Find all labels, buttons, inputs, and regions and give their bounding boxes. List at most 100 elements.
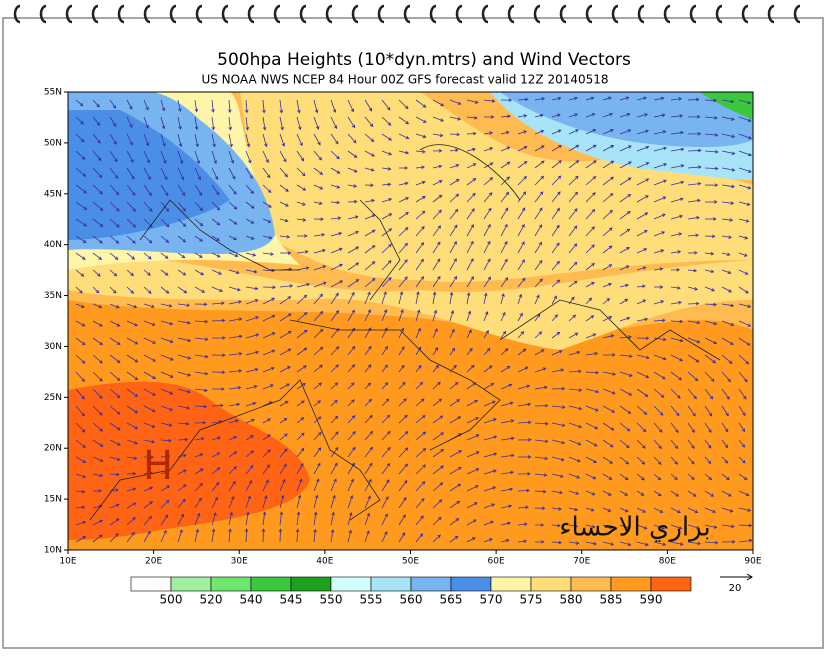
wind-vector <box>466 310 472 322</box>
wind-vector <box>347 215 359 220</box>
wind-vector <box>551 540 563 545</box>
wind-vector <box>109 518 120 526</box>
wind-vector <box>721 456 729 464</box>
ring <box>143 4 151 24</box>
ring <box>793 4 801 24</box>
wind-vector <box>738 371 748 383</box>
wind-vector <box>177 388 191 394</box>
wind-vector <box>211 353 226 357</box>
wind-vector <box>194 218 204 227</box>
wind-vector <box>381 260 392 271</box>
wind-vector <box>75 505 86 510</box>
wind-vector <box>92 167 103 179</box>
wind-vector <box>721 184 736 189</box>
wind-vector <box>75 422 86 433</box>
wind-vector <box>109 472 120 477</box>
wind-vector <box>75 150 86 160</box>
wind-vector <box>398 259 408 271</box>
wind-vector <box>704 116 718 120</box>
wind-vector <box>296 250 309 254</box>
wind-vector <box>228 201 238 210</box>
wind-vector <box>636 113 649 118</box>
wind-vector <box>398 166 409 170</box>
wind-vector <box>109 405 121 415</box>
wind-vector <box>245 511 250 526</box>
wind-vector <box>143 320 156 326</box>
wind-vector <box>670 405 680 417</box>
wind-vector <box>619 405 632 414</box>
wind-vector <box>211 467 221 475</box>
wind-vector <box>398 99 409 110</box>
wind-vector <box>296 494 302 509</box>
wind-vector <box>177 354 192 360</box>
wind-vector <box>636 524 648 530</box>
wind-vector <box>296 294 308 305</box>
wind-vector <box>143 167 151 181</box>
wind-vector <box>296 462 304 475</box>
wind-vector <box>160 405 174 411</box>
wind-vector <box>687 97 700 102</box>
wind-vector <box>313 478 320 492</box>
wind-vector <box>551 96 562 101</box>
wind-vector <box>194 371 209 376</box>
wind-vector <box>704 524 718 529</box>
wind-vector <box>517 241 525 254</box>
wind-vector <box>194 286 206 293</box>
wind-vector <box>483 486 497 492</box>
wind-vector <box>92 269 101 277</box>
wind-vector <box>432 258 441 271</box>
wind-vector <box>194 167 202 181</box>
wind-vector <box>449 310 455 322</box>
legend-label: 555 <box>360 593 383 607</box>
wind-vector <box>551 490 564 495</box>
wind-vector <box>211 528 216 543</box>
wind-vector <box>245 298 259 305</box>
wind-vector <box>245 133 251 148</box>
legend-swatch <box>410 576 452 592</box>
wind-vector <box>653 439 662 450</box>
wind-vector <box>704 337 718 345</box>
wind-vector <box>364 183 374 187</box>
wind-vector <box>262 167 271 179</box>
legend: 500 520 540 545 550 555 560 565 570 575 580 585 590 <box>130 576 692 607</box>
wind-vector <box>143 286 152 294</box>
lat-label: 25N <box>44 393 62 403</box>
wind-vector <box>262 285 276 290</box>
wind-vector <box>449 193 460 203</box>
wind-vector <box>738 422 746 433</box>
lon-label: 40E <box>316 557 333 567</box>
wind-vector <box>75 269 85 277</box>
wind-vector <box>415 241 425 254</box>
wind-vector <box>160 337 174 344</box>
wind-vector <box>109 533 119 543</box>
wind-vector <box>670 268 681 272</box>
wind-vector <box>704 422 712 433</box>
wind-vector <box>432 328 438 339</box>
wind-vector <box>177 235 187 243</box>
wind-vector <box>398 211 409 220</box>
map-area <box>68 92 753 550</box>
wind-vector <box>92 534 103 543</box>
wind-vector <box>602 473 613 480</box>
wind-vector <box>313 184 324 190</box>
wind-vector <box>109 269 118 277</box>
wind-vector <box>313 511 318 526</box>
wind-vector <box>534 259 543 271</box>
wind-vector <box>500 223 508 237</box>
wind-vector <box>398 327 405 339</box>
wind-vector <box>211 167 219 181</box>
wind-vector <box>415 180 426 186</box>
wind-vector <box>653 300 665 305</box>
wind-vector <box>670 97 683 101</box>
wind-vector <box>602 112 614 118</box>
wind-vector <box>585 333 597 339</box>
wind-vector <box>347 399 355 407</box>
wind-vector <box>483 311 489 322</box>
wind-vector <box>636 354 650 360</box>
wind-vector <box>313 293 324 305</box>
wind-vector <box>415 464 426 475</box>
wind-vector <box>636 473 645 481</box>
wind-vector <box>364 398 373 407</box>
wind-vector <box>262 332 276 339</box>
wind-vector <box>721 99 735 104</box>
